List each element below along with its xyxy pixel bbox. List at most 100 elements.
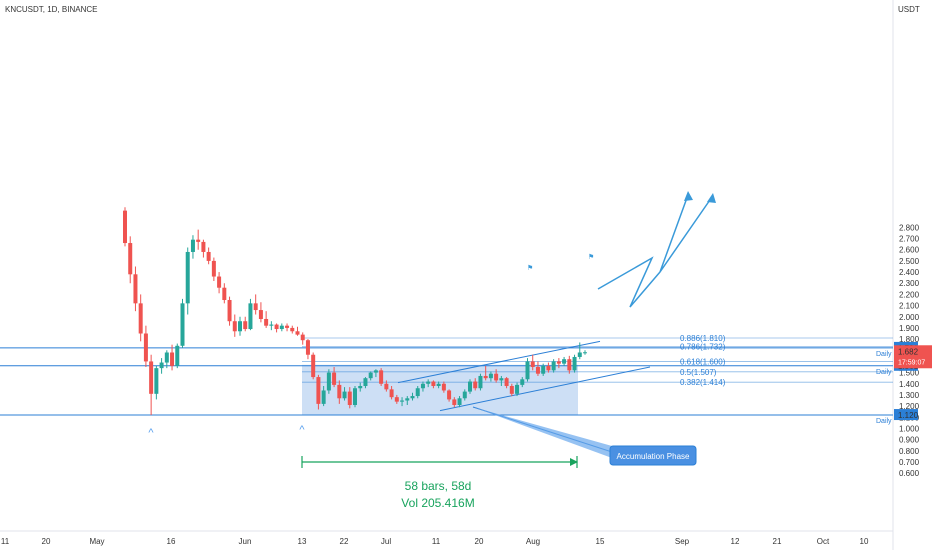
y-tick-label: 1.800 [899, 335, 920, 344]
x-tick-label: Jul [381, 537, 391, 546]
y-tick-label: 2.000 [899, 313, 920, 322]
current-price-label: 1.682 [898, 347, 919, 356]
measure-bars-text: 58 bars, 58d [405, 479, 472, 493]
y-tick-label: 2.200 [899, 290, 920, 299]
y-tick-label: 2.800 [899, 223, 920, 232]
candle-body [556, 361, 561, 364]
channel-upper-line [397, 340, 601, 384]
time-axis[interactable]: 11 20 May 16 Jun 13 22 Jul 11 20 Aug 15 Sep 12 21 Oct 10 [1, 537, 869, 546]
candle-body [457, 398, 462, 405]
candle-body [546, 365, 551, 371]
candle-body [541, 365, 546, 374]
x-tick-label: 11 [432, 537, 441, 546]
y-tick-label: 0.900 [899, 436, 920, 445]
candle-body [128, 243, 133, 275]
projection-path: ⚑⚑ [527, 191, 716, 308]
fib-level-label: 0.382(1.414) [680, 378, 726, 387]
candle-body [420, 383, 425, 389]
y-tick-label: 2.100 [899, 302, 920, 311]
candle-body [190, 239, 195, 252]
x-tick-label: 20 [475, 537, 484, 546]
candle-body [300, 334, 305, 341]
candle-body [222, 287, 227, 300]
flag-icon: ⚑ [588, 253, 594, 261]
pivot-marker-icon: ^ [299, 424, 305, 436]
y-tick-label: 1.400 [899, 380, 920, 389]
candle-body [305, 340, 310, 355]
measure-vol-text: Vol 205.416M [401, 496, 474, 510]
arrow-head-icon [684, 191, 693, 201]
candle-body [337, 384, 342, 399]
candle-body [206, 251, 211, 261]
x-tick-label: 22 [340, 537, 349, 546]
candle-body [311, 354, 316, 378]
candle-body [353, 388, 357, 405]
candle-body [175, 345, 180, 366]
candle-body [164, 352, 169, 363]
fib-level-label: 0.886(1.810) [680, 334, 726, 343]
candle-body [238, 321, 242, 332]
candle-body [279, 325, 284, 330]
candle-body [400, 400, 405, 402]
candle-body [258, 310, 263, 319]
countdown-timer: 17:59:07 [898, 359, 925, 366]
candle-body [509, 386, 514, 394]
level-price-label: 1.120 [898, 411, 919, 420]
candle-body [520, 379, 525, 385]
date-range-measure [301, 456, 578, 468]
channel-lower-line [439, 366, 651, 412]
candle-body [295, 331, 300, 335]
candle-body [342, 391, 347, 399]
candle-body [415, 388, 420, 397]
candle-body [535, 367, 540, 374]
candle-body [572, 356, 577, 371]
fib-level-label: 0.618(1.600) [680, 357, 726, 366]
candle-body [410, 396, 415, 399]
candle-body [567, 359, 572, 371]
candle-body [285, 325, 290, 328]
candle-body [468, 381, 472, 392]
y-tick-label: 1.200 [899, 402, 920, 411]
daily-tag: Daily [876, 351, 892, 358]
y-tick-label: 1.900 [899, 324, 920, 333]
candle-body [426, 381, 431, 384]
candle-body [431, 381, 436, 387]
y-tick-label: 0.700 [899, 458, 920, 467]
candle-body [494, 373, 499, 381]
candle-body [562, 359, 567, 364]
candle-body [447, 390, 452, 400]
projection-zigzag [597, 194, 713, 308]
candle-body [473, 381, 478, 389]
candle-body [253, 303, 258, 311]
candle-body [154, 368, 159, 394]
candle-body [217, 276, 222, 288]
candle-body [483, 375, 488, 379]
candle-body [326, 372, 331, 391]
symbol-label: KNCUSDT, 1D, BINANCE [5, 5, 97, 14]
candle-body [248, 303, 253, 330]
fib-level-label: 0.5(1.507) [680, 368, 717, 377]
candle-body [321, 390, 326, 404]
candle-body [436, 383, 441, 387]
arrow-head-icon [707, 193, 716, 203]
daily-tag: Daily [876, 369, 892, 376]
candle-body [201, 241, 206, 252]
accumulation-range-box[interactable] [302, 364, 578, 416]
candle-body [389, 389, 394, 398]
candle-body [394, 397, 399, 402]
candle-body [149, 361, 154, 394]
candle-body [525, 361, 530, 380]
callout-box[interactable] [609, 445, 697, 466]
flag-icon: ⚑ [527, 264, 533, 272]
x-tick-label: 10 [860, 537, 869, 546]
candle-body [583, 352, 587, 354]
level-price-badge [894, 409, 918, 421]
ascending-channel [397, 340, 651, 412]
y-tick-label: 2.700 [899, 235, 920, 244]
currency-label: USDT [898, 5, 920, 14]
candle-body [316, 377, 321, 404]
candle-body [290, 327, 295, 332]
candle-body [264, 318, 269, 326]
candle-body [504, 378, 509, 387]
